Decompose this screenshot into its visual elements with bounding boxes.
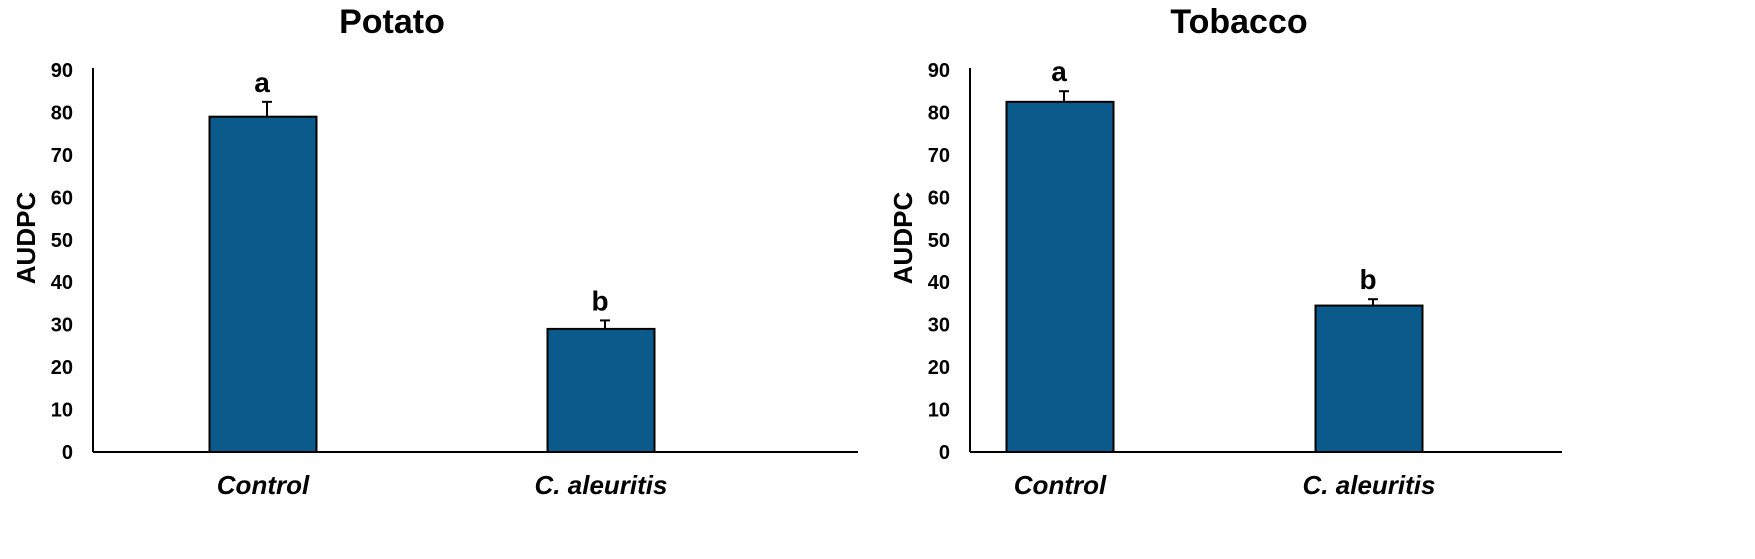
bar <box>1314 304 1424 454</box>
bar-chart-potato: Potato AUDPC 0 10 20 30 40 50 60 70 80 90 a Control b C… <box>11 3 858 500</box>
bar <box>208 115 318 453</box>
y-tick-label: 90 <box>928 60 950 82</box>
y-tick-label: 80 <box>928 102 950 124</box>
chart-title: Tobacco <box>1170 3 1307 41</box>
y-tick-label: 0 <box>939 442 950 464</box>
bar <box>546 327 656 453</box>
y-tick-label: 30 <box>928 315 950 337</box>
y-tick-label: 20 <box>51 357 73 379</box>
y-axis-label: AUDPC <box>888 192 918 285</box>
y-tick-label: 30 <box>51 315 73 337</box>
y-tick-label: 70 <box>928 145 950 167</box>
x-tick-label: Control <box>1014 470 1107 500</box>
y-tick-label: 70 <box>51 145 73 167</box>
y-tick-label: 80 <box>51 102 73 124</box>
y-tick-label: 10 <box>51 400 73 422</box>
y-tick-label: 50 <box>51 230 73 252</box>
x-tick-label: C. aleuritis <box>535 470 668 500</box>
y-tick-label: 40 <box>928 272 950 294</box>
significance-letter: a <box>254 67 270 98</box>
significance-letter: b <box>1359 264 1376 295</box>
y-tick-label: 60 <box>928 187 950 209</box>
y-axis-label: AUDPC <box>11 192 41 285</box>
x-tick-label: C. aleuritis <box>1303 470 1436 500</box>
y-tick-label: 90 <box>51 60 73 82</box>
x-tick-label: Control <box>217 470 310 500</box>
y-tick-label: 20 <box>928 357 950 379</box>
y-tick-label: 50 <box>928 230 950 252</box>
chart-panel-tobacco: Tobacco AUDPC 0 10 20 30 40 50 60 70 80 90 a Control b… <box>877 0 1754 559</box>
y-tick-label: 0 <box>62 442 73 464</box>
chart-title: Potato <box>339 3 445 41</box>
y-tick-label: 40 <box>51 272 73 294</box>
significance-letter: a <box>1051 56 1067 87</box>
y-tick-label: 60 <box>51 187 73 209</box>
significance-letter: b <box>591 285 608 316</box>
bar-chart-tobacco: Tobacco AUDPC 0 10 20 30 40 50 60 70 80 90 a Control b… <box>888 3 1562 500</box>
y-tick-label: 10 <box>928 400 950 422</box>
chart-panel-potato: Potato AUDPC 0 10 20 30 40 50 60 70 80 90 a Control b C… <box>0 0 877 559</box>
bar <box>1005 100 1115 453</box>
